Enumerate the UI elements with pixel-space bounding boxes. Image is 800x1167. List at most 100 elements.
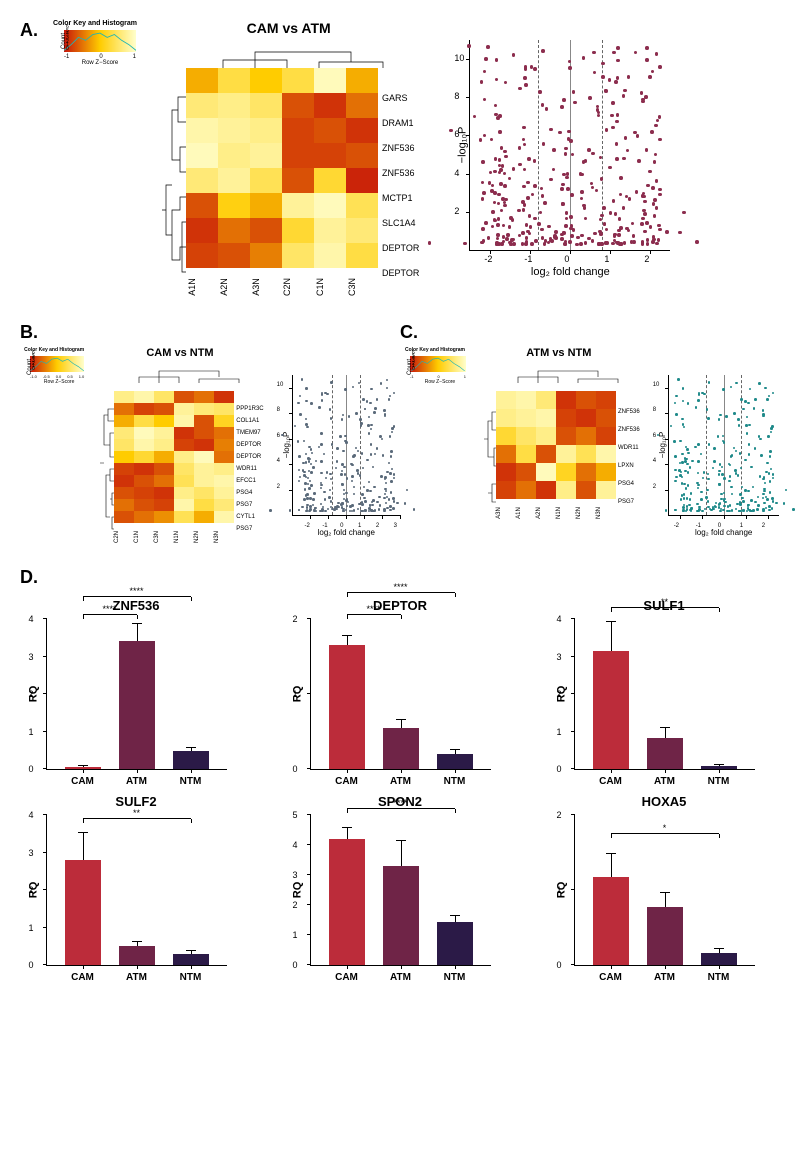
volcano-point (719, 414, 722, 417)
volcano-point (298, 469, 301, 472)
volcano-point (772, 392, 775, 395)
heatmap-cell (114, 511, 134, 523)
volcano-point (393, 473, 396, 476)
volcano-point (306, 497, 309, 500)
volcano-point (495, 78, 499, 82)
volcano-point (690, 492, 693, 495)
volcano-point (570, 234, 574, 238)
heatmap-cell (218, 168, 250, 193)
volcano-point (679, 462, 682, 465)
volcano-point (653, 214, 657, 218)
heatmap-cell (250, 68, 282, 93)
heatmap-cell (114, 451, 134, 463)
heatmap-cell (536, 409, 556, 427)
volcano-point (349, 510, 352, 513)
volcano-point (718, 418, 721, 421)
heatmap-cell (174, 511, 194, 523)
heatmap-cell (596, 463, 616, 481)
volcano-point (490, 189, 494, 193)
volcano-point (674, 455, 677, 458)
volcano-point (735, 450, 738, 453)
row-label: ZNF536 (382, 168, 419, 178)
volcano-point (346, 498, 349, 501)
bar (593, 877, 629, 966)
volcano-point (390, 491, 393, 494)
volcano-point (722, 509, 725, 512)
volcano-point (739, 503, 742, 506)
volcano-point (493, 170, 497, 174)
dendrogram-top-c (508, 365, 628, 391)
volcano-point (643, 212, 647, 216)
heatmap-cell (314, 218, 346, 243)
volcano-point (634, 51, 638, 55)
volcano-point (683, 483, 686, 486)
volcano-point (611, 242, 615, 246)
volcano-point (564, 147, 568, 151)
volcano-point (674, 469, 677, 472)
volcano-point (531, 193, 535, 197)
volcano-point (313, 492, 316, 495)
heatmap-cell (250, 143, 282, 168)
volcano-point (680, 498, 683, 501)
volcano-point (687, 471, 690, 474)
volcano-point (534, 239, 538, 243)
heatmap-cell (174, 415, 194, 427)
volcano-point (686, 448, 689, 451)
bar-plot: RQ012CAMATMNTM******** (310, 619, 491, 770)
row-label: ZNF536 (618, 409, 640, 415)
sig-label: ** (125, 808, 149, 818)
volcano-point (592, 51, 596, 55)
volcano-point (490, 138, 494, 142)
heatmap-cell (346, 218, 378, 243)
heatmap-cell (214, 439, 234, 451)
volcano-point (597, 114, 601, 118)
volcano-point (725, 415, 728, 418)
volcano-point (518, 146, 522, 150)
volcano-point (682, 387, 685, 390)
heatmap-cell (194, 511, 214, 523)
heatmap-cell (596, 445, 616, 463)
col-label: A1N (187, 278, 217, 296)
heatmap-cell (194, 499, 214, 511)
volcano-point (526, 181, 530, 185)
volcano-point (289, 509, 292, 512)
volcano-point (529, 225, 533, 229)
heatmap-cell (174, 427, 194, 439)
volcano-point (754, 447, 757, 450)
volcano-point (576, 236, 580, 240)
volcano-point (328, 496, 331, 499)
volcano-point (713, 460, 716, 463)
volcano-point (613, 234, 617, 238)
heatmap-cell (282, 93, 314, 118)
heatmap-cell (314, 243, 346, 268)
volcano-point (523, 203, 527, 207)
volcano-point (504, 81, 508, 85)
heatmap-cell (214, 463, 234, 475)
volcano-point (320, 484, 323, 487)
volcano-point (324, 498, 327, 501)
volcano-point (624, 136, 628, 140)
volcano-point (524, 83, 528, 87)
bar-xtick: CAM (593, 776, 629, 787)
bar-xtick: CAM (329, 776, 365, 787)
volcano-point (366, 400, 369, 403)
volcano-point (712, 467, 715, 470)
heatmap-cell (154, 487, 174, 499)
volcano-point (343, 466, 346, 469)
volcano-point (351, 464, 354, 467)
volcano-point (670, 425, 673, 428)
volcano-point (768, 505, 771, 508)
sig-label: **** (98, 604, 122, 614)
volcano-point (573, 101, 577, 105)
volcano-point (353, 493, 356, 496)
volcano-point (499, 182, 503, 186)
volcano-point (358, 503, 361, 506)
volcano-point (766, 498, 769, 501)
volcano-point (695, 406, 698, 409)
volcano-point (658, 188, 662, 192)
volcano-point (553, 234, 557, 238)
volcano-point (792, 508, 795, 511)
volcano-point (564, 242, 568, 246)
bar-xtick: NTM (437, 776, 473, 787)
colorkey-c-gradient: Count0123456 (410, 356, 466, 372)
